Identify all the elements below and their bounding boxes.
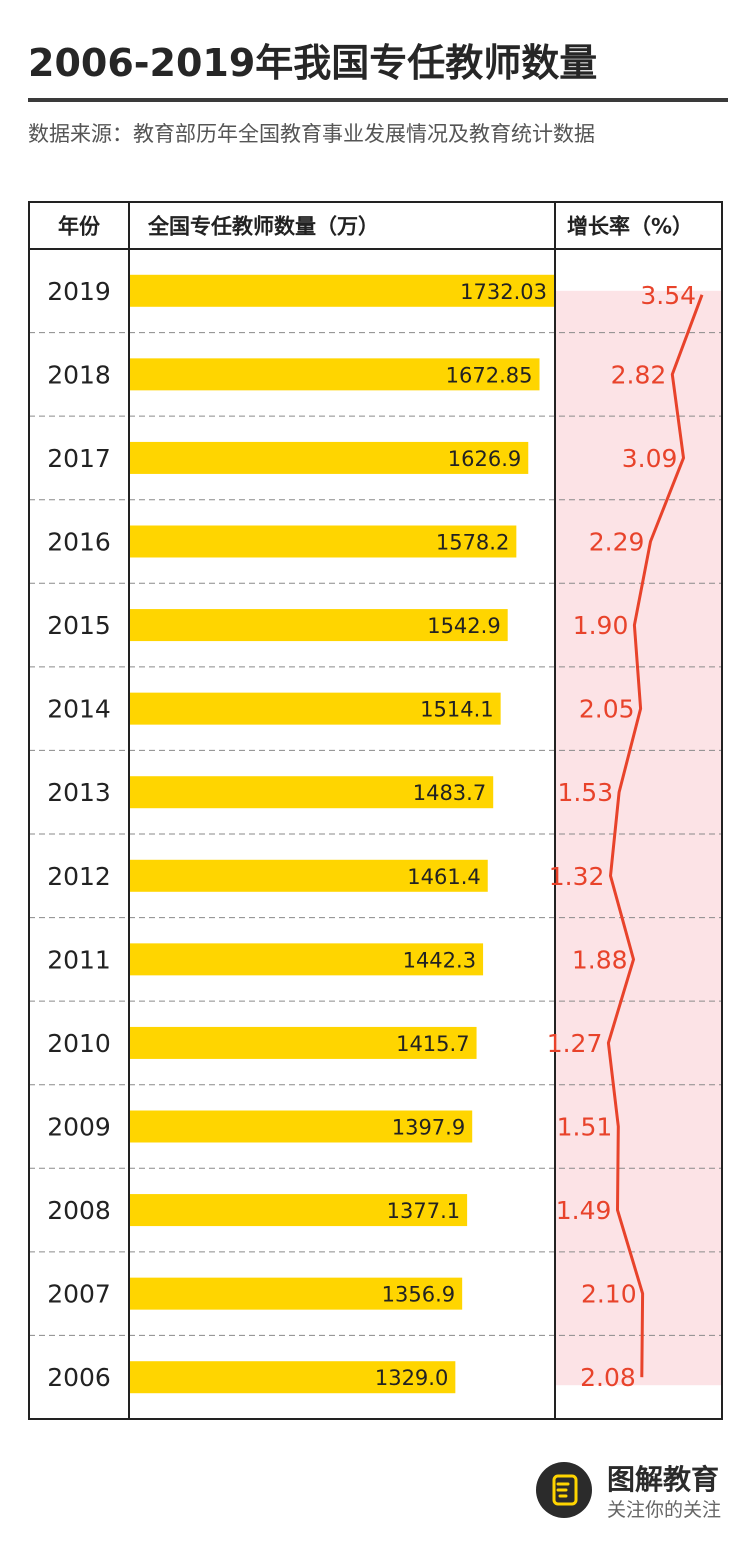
growth-rate-label: 1.53 <box>557 778 613 807</box>
growth-band <box>556 290 721 1386</box>
teacher-count-bar <box>130 525 517 558</box>
teacher-count-label: 1732.03 <box>460 280 547 304</box>
year-label: 2015 <box>47 611 111 640</box>
teacher-count-bar <box>130 441 529 474</box>
year-label: 2009 <box>47 1113 111 1142</box>
growth-rate-line <box>606 294 704 1378</box>
teacher-count-label: 1578.2 <box>436 531 509 555</box>
teacher-count-label: 1377.1 <box>387 1199 460 1223</box>
teacher-count-bar <box>130 943 484 976</box>
teacher-count-label: 1397.9 <box>392 1116 465 1140</box>
year-label: 2013 <box>47 778 111 807</box>
growth-rate-label: 1.51 <box>557 1113 613 1142</box>
teacher-count-label: 1514.1 <box>420 698 493 722</box>
teacher-count-bar <box>130 692 501 725</box>
growth-rate-label: 3.54 <box>640 281 696 310</box>
teacher-count-bar <box>130 609 508 642</box>
growth-rate-label: 1.88 <box>572 945 628 974</box>
growth-rate-label: 1.27 <box>547 1029 603 1058</box>
year-label: 2010 <box>47 1029 111 1058</box>
title-divider <box>28 98 728 102</box>
growth-rate-label: 2.10 <box>581 1280 637 1309</box>
teacher-count-label: 1461.4 <box>407 865 480 889</box>
growth-rate-label: 2.82 <box>611 360 667 389</box>
year-label: 2008 <box>47 1196 111 1225</box>
year-label: 2007 <box>47 1280 111 1309</box>
data-source: 数据来源：教育部历年全国教育事业发展情况及教育统计数据 <box>28 122 595 146</box>
growth-rate-label: 2.05 <box>579 695 635 724</box>
column-header: 全国专任教师数量（万） <box>147 215 379 239</box>
page-title: 2006-2019年我国专任教师数量 <box>28 41 598 85</box>
brand-name: 图解教育 <box>607 1463 720 1496</box>
table-frame <box>28 201 723 1420</box>
teacher-count-label: 1415.7 <box>396 1032 469 1056</box>
teacher-count-label: 1672.85 <box>446 363 533 387</box>
teacher-count-bar <box>130 358 540 391</box>
teacher-count-bar <box>130 776 494 809</box>
year-label: 2017 <box>47 444 111 473</box>
year-label: 2011 <box>47 945 111 974</box>
teacher-count-bar <box>130 1361 456 1394</box>
teacher-count-label: 1626.9 <box>448 447 521 471</box>
teacher-count-bar <box>130 274 554 307</box>
growth-rate-label: 1.90 <box>573 611 629 640</box>
teacher-count-label: 1483.7 <box>413 781 486 805</box>
teacher-count-bar <box>130 1277 463 1310</box>
fist-logo-icon <box>536 1462 592 1518</box>
teacher-count-bar <box>130 1110 473 1143</box>
column-header: 年份 <box>58 215 101 239</box>
column-header: 增长率（%） <box>567 215 693 239</box>
year-label: 2019 <box>47 277 111 306</box>
growth-rate-label: 3.09 <box>622 444 678 473</box>
growth-rate-label: 2.29 <box>589 528 645 557</box>
growth-rate-label: 1.49 <box>556 1196 612 1225</box>
teacher-count-label: 1542.9 <box>427 614 500 638</box>
year-label: 2014 <box>47 695 111 724</box>
teacher-count-bar <box>130 1194 468 1227</box>
teacher-count-bar <box>130 859 488 892</box>
growth-rate-label: 1.32 <box>549 862 605 891</box>
year-label: 2018 <box>47 360 111 389</box>
growth-rate-label: 2.08 <box>580 1363 636 1392</box>
teacher-count-label: 1442.3 <box>403 948 476 972</box>
teacher-count-bar <box>130 1026 477 1059</box>
brand-slogan: 关注你的关注 <box>607 1499 722 1521</box>
year-label: 2006 <box>47 1363 111 1392</box>
teacher-count-label: 1356.9 <box>382 1283 455 1307</box>
teacher-count-label: 1329.0 <box>375 1366 448 1390</box>
year-label: 2016 <box>47 528 111 557</box>
year-label: 2012 <box>47 862 111 891</box>
